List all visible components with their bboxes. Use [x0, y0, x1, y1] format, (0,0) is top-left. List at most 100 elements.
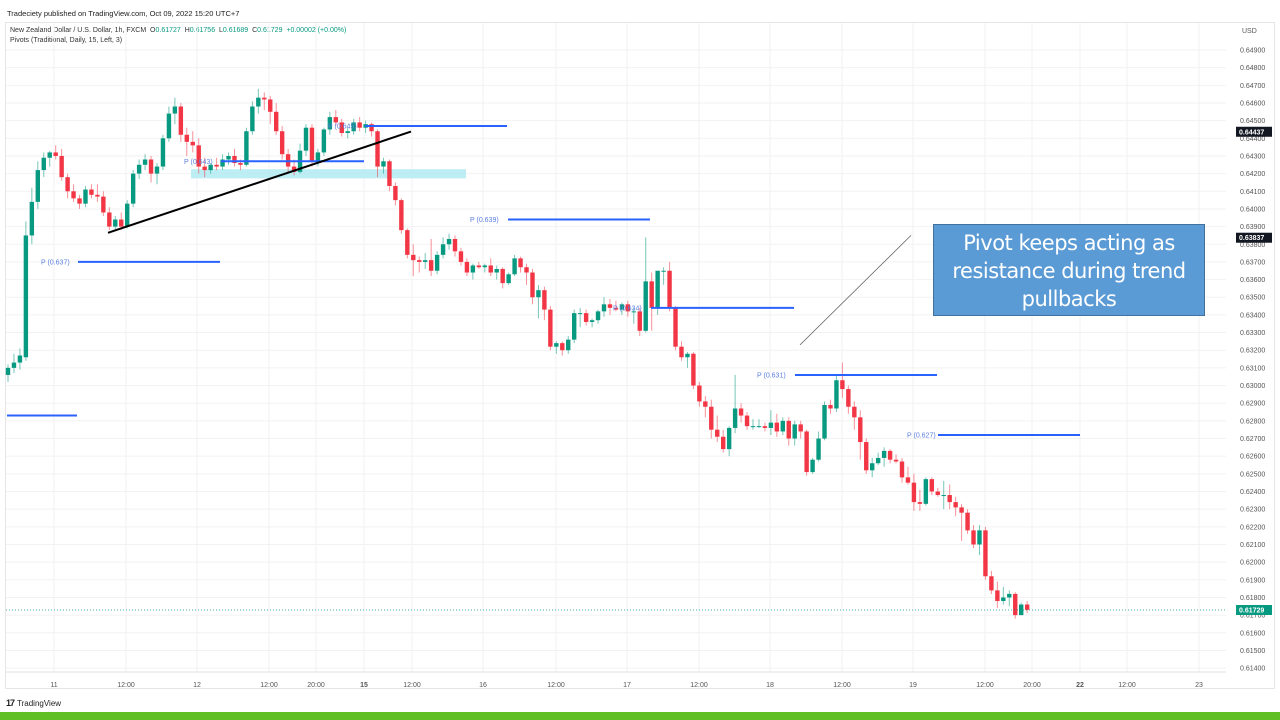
- candle-body: [774, 422, 780, 432]
- y-tick-label: 0.62600: [1240, 454, 1265, 461]
- candle-body: [148, 159, 154, 174]
- candle-body: [786, 420, 791, 439]
- candle-body: [655, 270, 660, 308]
- x-tick-label: 11: [50, 682, 57, 689]
- candle-body: [756, 426, 762, 428]
- x-tick-label: 22: [1076, 682, 1084, 689]
- candle-body: [780, 420, 785, 432]
- candle-body: [1024, 604, 1030, 610]
- candle-body: [899, 461, 905, 478]
- candle-body: [77, 198, 82, 204]
- currency-label: USD: [1242, 28, 1257, 35]
- candle-body: [798, 424, 803, 432]
- candle-body: [428, 260, 434, 271]
- candle-body: [959, 507, 964, 513]
- indicator-label[interactable]: Pivots (Traditional, Daily, 15, Left, 3): [10, 37, 123, 44]
- candle-body: [232, 155, 237, 164]
- pivot-label: P (0.631): [757, 372, 786, 379]
- candle-body: [828, 404, 833, 409]
- candle-body: [500, 268, 505, 284]
- y-tick-label: 0.62900: [1240, 401, 1265, 408]
- price-tag-bg: [1236, 126, 1272, 137]
- candle-body: [524, 267, 529, 273]
- y-tick-label: 0.64500: [1240, 118, 1265, 125]
- pivot-label: P (0.637): [41, 259, 70, 266]
- x-tick-label: 12:00: [1118, 682, 1136, 689]
- candle-body: [154, 166, 160, 174]
- y-tick-label: 0.61400: [1240, 666, 1265, 673]
- trendline[interactable]: [107, 130, 412, 234]
- candle-body: [506, 274, 511, 284]
- price-tag-bg: [1236, 232, 1272, 243]
- candle-body: [929, 479, 934, 492]
- candle-body: [482, 265, 487, 268]
- candle-body: [345, 131, 350, 134]
- y-tick-label: 0.62400: [1240, 489, 1265, 496]
- candle-body: [607, 304, 613, 308]
- chart-frame[interactable]: [5, 22, 1275, 689]
- x-tick-label: 12:00: [260, 682, 278, 689]
- candle-body: [816, 438, 821, 460]
- candle-body: [279, 131, 285, 155]
- candle-body: [166, 113, 172, 139]
- candle-body: [315, 152, 321, 162]
- y-tick-label: 0.63300: [1240, 330, 1265, 337]
- candle-body: [23, 235, 29, 358]
- candle-body: [512, 258, 517, 275]
- candle-body: [577, 313, 583, 315]
- annotation-callout: Pivot keeps acting as resistance during …: [933, 224, 1205, 316]
- candle-body: [446, 238, 452, 245]
- x-tick-label: 18: [766, 682, 774, 689]
- candle-body: [244, 131, 249, 165]
- y-tick-label: 0.64000: [1240, 206, 1265, 213]
- x-tick-label: 12:00: [976, 682, 994, 689]
- candle-body: [649, 281, 654, 308]
- candle-body: [160, 138, 166, 167]
- candle-body: [697, 385, 702, 402]
- candle-body: [65, 177, 70, 192]
- price-tag-label: 0.64437: [1239, 129, 1264, 136]
- candle-body: [554, 343, 559, 347]
- tradingview-branding[interactable]: 17 TradingView: [6, 698, 61, 708]
- candle-body: [393, 185, 398, 201]
- x-tick-label: 12:00: [117, 682, 135, 689]
- candle-body: [434, 254, 440, 271]
- x-tick-label: 12:00: [403, 682, 421, 689]
- candle-body: [738, 408, 744, 416]
- candle-body: [83, 189, 88, 204]
- tradingview-logo-text: TradingView: [17, 698, 62, 708]
- candle-body: [667, 270, 672, 308]
- candle-body: [405, 230, 410, 255]
- candle-body: [333, 117, 338, 123]
- candle-body: [804, 431, 809, 473]
- candle-body: [113, 219, 118, 227]
- y-tick-label: 0.64200: [1240, 171, 1265, 178]
- candle-body: [381, 161, 386, 167]
- candle-body: [220, 159, 225, 167]
- candle-body: [262, 97, 267, 100]
- pivot-label: P (0.627): [907, 432, 936, 439]
- y-tick-label: 0.64400: [1240, 136, 1265, 143]
- y-tick-label: 0.62300: [1240, 507, 1265, 514]
- candle-body: [95, 194, 100, 197]
- candle-body: [423, 260, 428, 262]
- candle-body: [458, 251, 464, 262]
- candle-body: [613, 307, 619, 310]
- candle-body: [583, 313, 589, 322]
- candle-body: [941, 495, 946, 497]
- candle-body: [440, 244, 446, 255]
- candle-body: [840, 380, 845, 390]
- bottom-accent-bar: [0, 712, 1280, 720]
- candle-body: [71, 191, 76, 199]
- trendline[interactable]: [799, 235, 912, 346]
- price-tag-label: 0.61729: [1239, 607, 1264, 614]
- candle-body: [560, 343, 565, 351]
- y-tick-label: 0.64900: [1240, 48, 1265, 55]
- candle-body: [375, 131, 380, 167]
- candle-body: [518, 258, 523, 268]
- y-tick-label: 0.63100: [1240, 365, 1265, 372]
- pivot-label: P (0.645): [328, 123, 357, 130]
- symbol-title: New Zealand Dollar / U.S. Dollar, 1h, FX…: [10, 27, 147, 34]
- candle-body: [595, 311, 601, 321]
